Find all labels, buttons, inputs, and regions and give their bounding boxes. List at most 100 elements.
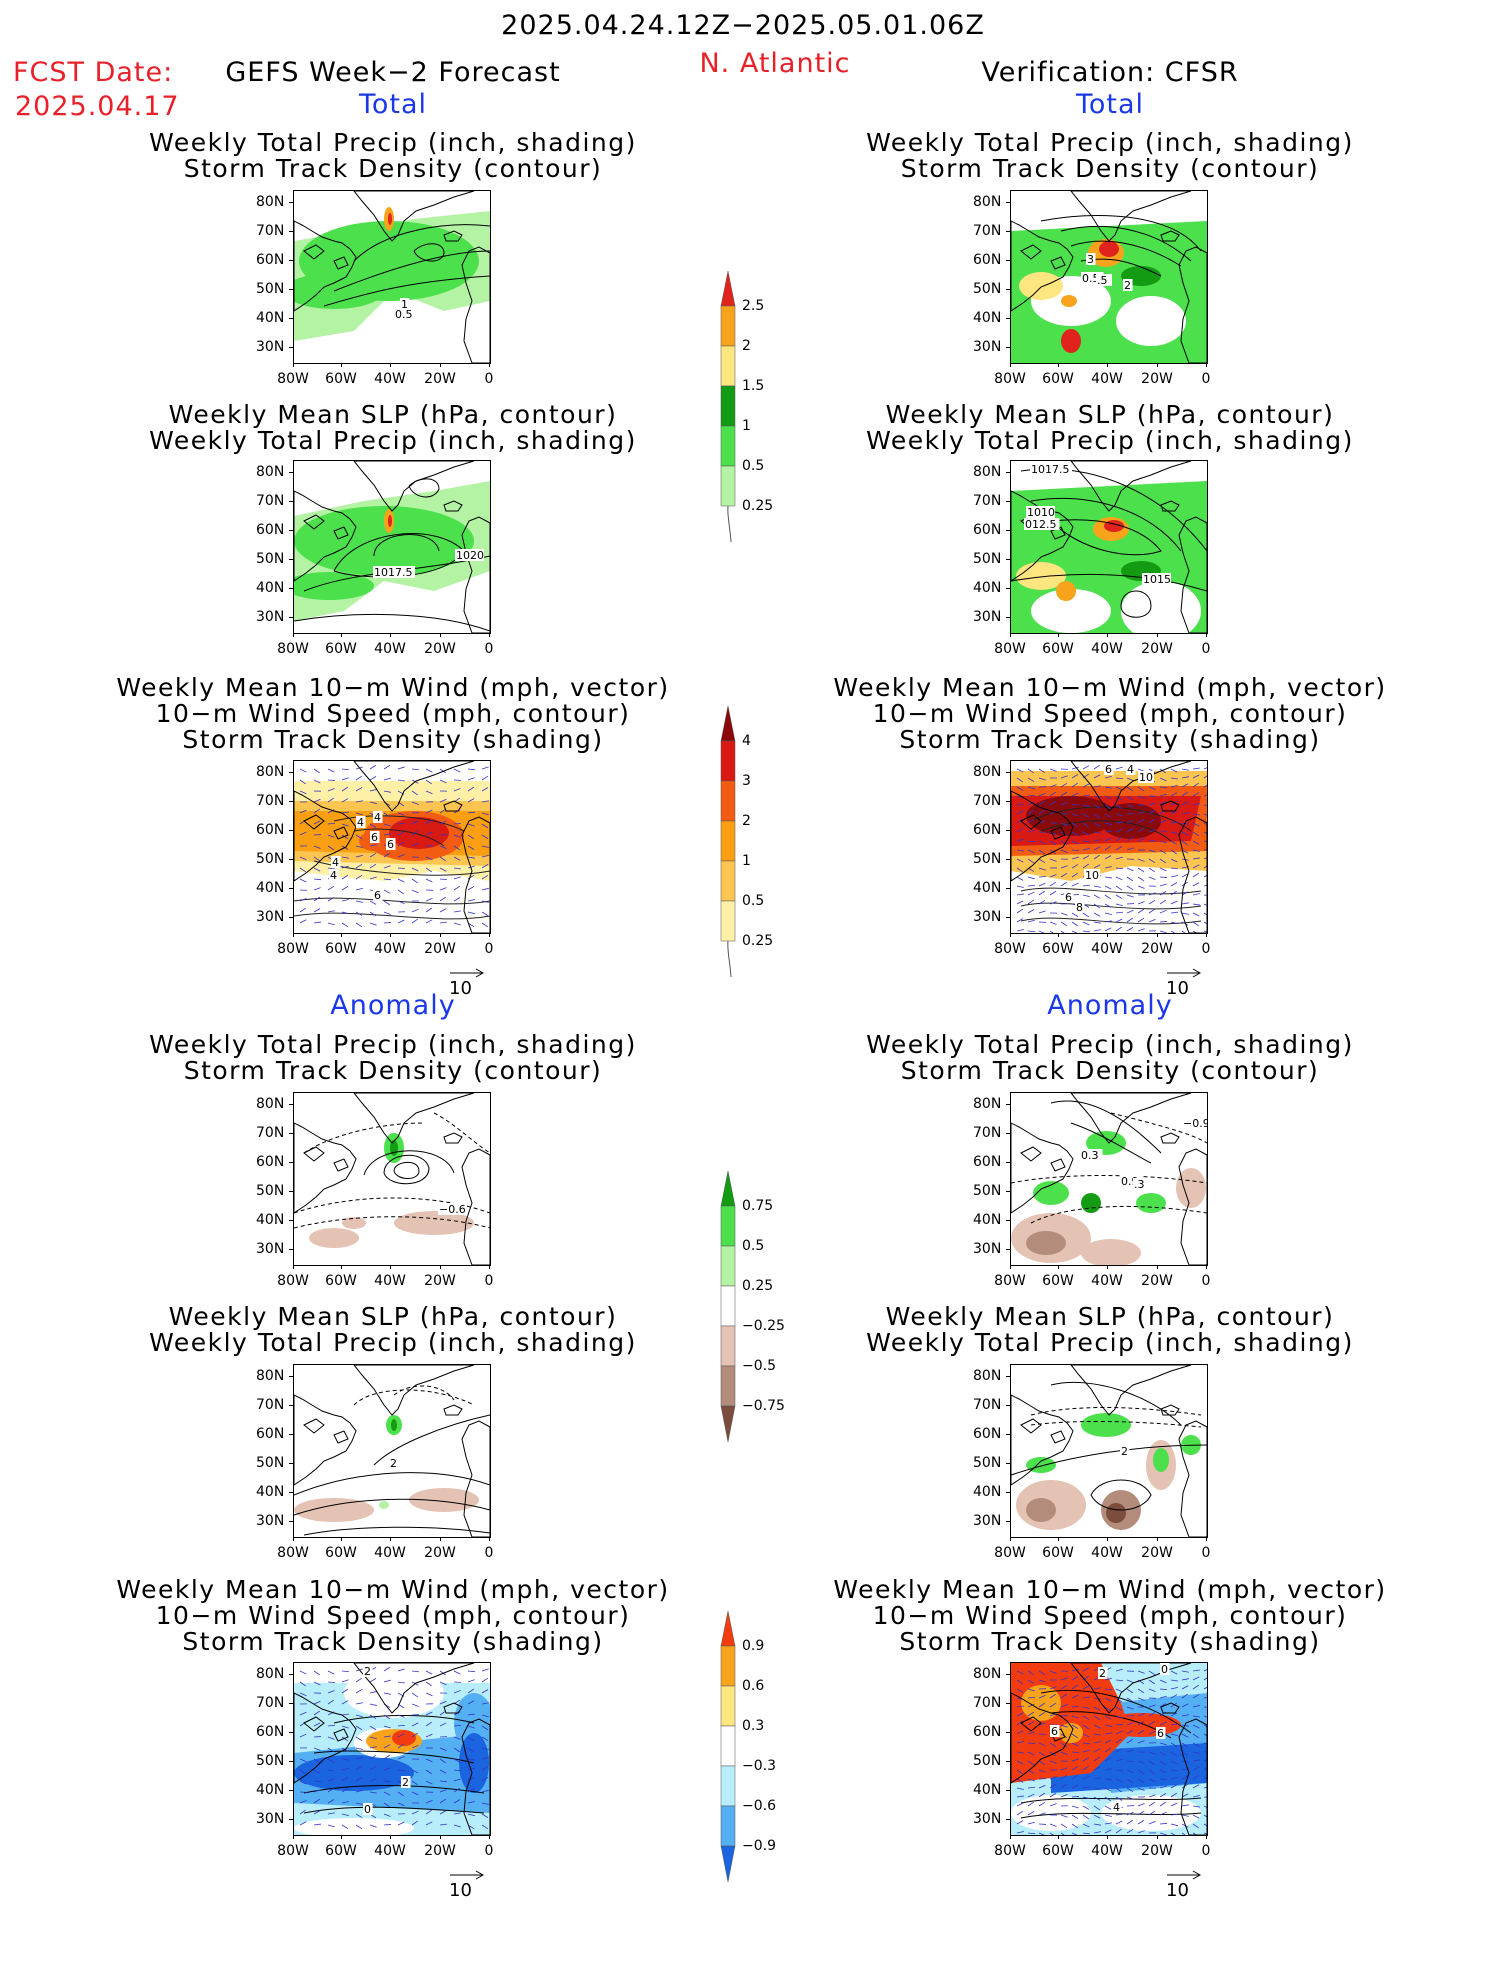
panel-title-line: Weekly Total Precip (inch, shading) bbox=[866, 1032, 1354, 1057]
lat-tick-label: 50N bbox=[256, 1456, 284, 1470]
lat-tick bbox=[1006, 801, 1010, 802]
lat-tick bbox=[289, 1104, 293, 1105]
lon-tick bbox=[1157, 933, 1158, 937]
lat-tick bbox=[289, 1492, 293, 1493]
panel-title-line: Weekly Total Precip (inch, shading) bbox=[149, 428, 637, 453]
panel-title-line: Weekly Mean SLP (hPa, contour) bbox=[169, 1304, 618, 1329]
contour-label: 2 bbox=[401, 1776, 411, 1789]
lon-tick bbox=[293, 1537, 294, 1541]
lon-tick bbox=[489, 1537, 490, 1541]
lon-tick-label: 60W bbox=[325, 1274, 357, 1288]
lat-tick-label: 30N bbox=[973, 610, 1001, 624]
lat-tick-label: 50N bbox=[256, 282, 284, 296]
lat-tick bbox=[289, 202, 293, 203]
lat-tick bbox=[1006, 530, 1010, 531]
lon-tick bbox=[390, 1835, 391, 1839]
lat-tick bbox=[1006, 617, 1010, 618]
lat-tick-label: 60N bbox=[256, 523, 284, 537]
lat-tick-label: 30N bbox=[973, 910, 1001, 924]
contour-label: 0 bbox=[363, 1803, 373, 1816]
lon-tick-label: 20W bbox=[424, 1546, 456, 1560]
contour-label: 6 bbox=[373, 889, 383, 902]
lat-tick-label: 70N bbox=[973, 1696, 1001, 1710]
svg-text:1017.5: 1017.5 bbox=[1031, 463, 1070, 476]
lon-tick-label: 20W bbox=[424, 942, 456, 956]
lon-tick-label: 80W bbox=[994, 642, 1026, 656]
lon-tick bbox=[1206, 933, 1207, 937]
contour-label: .3 bbox=[1133, 1178, 1149, 1191]
colorbar-track-anom bbox=[720, 1610, 736, 1964]
vector-reference-value: 10 bbox=[1166, 1882, 1189, 1900]
lat-tick-label: 40N bbox=[973, 1485, 1001, 1499]
lat-tick-label: 40N bbox=[256, 1213, 284, 1227]
lat-tick-label: 80N bbox=[256, 1667, 284, 1681]
lon-tick bbox=[1206, 1835, 1207, 1839]
lat-tick-label: 80N bbox=[256, 1097, 284, 1111]
lat-tick-label: 60N bbox=[256, 1725, 284, 1739]
lon-tick bbox=[1010, 633, 1011, 637]
verification-title: Verification: CFSR bbox=[981, 59, 1238, 86]
lat-tick bbox=[1006, 830, 1010, 831]
lon-tick bbox=[1107, 1835, 1108, 1839]
lon-tick-label: 0 bbox=[485, 372, 494, 386]
vector-reference-value: 10 bbox=[449, 1882, 472, 1900]
contour-label: 10 bbox=[1138, 771, 1154, 784]
lon-tick-label: 80W bbox=[994, 1844, 1026, 1858]
lon-tick bbox=[293, 1835, 294, 1839]
lat-tick bbox=[1006, 559, 1010, 560]
contour-label: 6 bbox=[370, 831, 380, 844]
lon-tick bbox=[1058, 1835, 1059, 1839]
colorbar-label: 1 bbox=[742, 854, 751, 868]
colorbar-label: 0.3 bbox=[742, 1719, 764, 1733]
lat-tick bbox=[1006, 1104, 1010, 1105]
lon-tick-label: 20W bbox=[1141, 372, 1173, 386]
panel-title-line: Storm Track Density (shading) bbox=[182, 727, 603, 752]
contour-label: 2 bbox=[389, 1457, 399, 1470]
svg-text:2: 2 bbox=[1124, 279, 1131, 292]
lat-tick bbox=[289, 559, 293, 560]
lat-tick-label: 80N bbox=[973, 1369, 1001, 1383]
lat-tick bbox=[1006, 318, 1010, 319]
panel-title-line: 10−m Wind Speed (mph, contour) bbox=[156, 701, 631, 726]
panel-title-line: Weekly Mean SLP (hPa, contour) bbox=[886, 1304, 1335, 1329]
lat-tick-label: 60N bbox=[973, 1155, 1001, 1169]
lat-tick-label: 40N bbox=[973, 1783, 1001, 1797]
lat-tick bbox=[289, 289, 293, 290]
panel-title-line: 10−m Wind Speed (mph, contour) bbox=[873, 701, 1348, 726]
contour-label: .5 bbox=[1096, 274, 1112, 287]
panel-title-line: Storm Track Density (shading) bbox=[899, 727, 1320, 752]
contour-label: 4 bbox=[329, 869, 339, 882]
lat-tick-label: 30N bbox=[256, 1812, 284, 1826]
svg-text:4: 4 bbox=[330, 869, 337, 882]
svg-text:2: 2 bbox=[1121, 1445, 1128, 1458]
lon-tick-label: 20W bbox=[424, 1844, 456, 1858]
svg-text:6: 6 bbox=[387, 838, 394, 851]
lat-tick-label: 30N bbox=[256, 910, 284, 924]
lon-tick bbox=[1058, 1537, 1059, 1541]
lat-tick bbox=[1006, 1703, 1010, 1704]
lon-tick-label: 0 bbox=[485, 1844, 494, 1858]
fcst-date-label: FCST Date: bbox=[13, 59, 173, 86]
lon-tick bbox=[489, 633, 490, 637]
lat-tick bbox=[1006, 347, 1010, 348]
lon-tick bbox=[341, 363, 342, 367]
lon-tick-label: 40W bbox=[1091, 1844, 1123, 1858]
vector-reference-value: 10 bbox=[1166, 980, 1189, 998]
lat-tick-label: 70N bbox=[256, 794, 284, 808]
lat-tick-label: 70N bbox=[256, 224, 284, 238]
contour-label: 2 bbox=[1123, 279, 1133, 292]
lon-tick-label: 80W bbox=[277, 942, 309, 956]
panel-title-line: Storm Track Density (contour) bbox=[184, 1058, 603, 1083]
map-panel-l5: 2 bbox=[293, 1364, 491, 1538]
lat-tick bbox=[1006, 501, 1010, 502]
lat-tick-label: 80N bbox=[256, 195, 284, 209]
lat-tick-label: 40N bbox=[973, 1213, 1001, 1227]
lat-tick-label: 50N bbox=[973, 282, 1001, 296]
lat-tick bbox=[289, 917, 293, 918]
lat-tick bbox=[289, 1191, 293, 1192]
svg-text:4: 4 bbox=[1113, 1801, 1120, 1814]
